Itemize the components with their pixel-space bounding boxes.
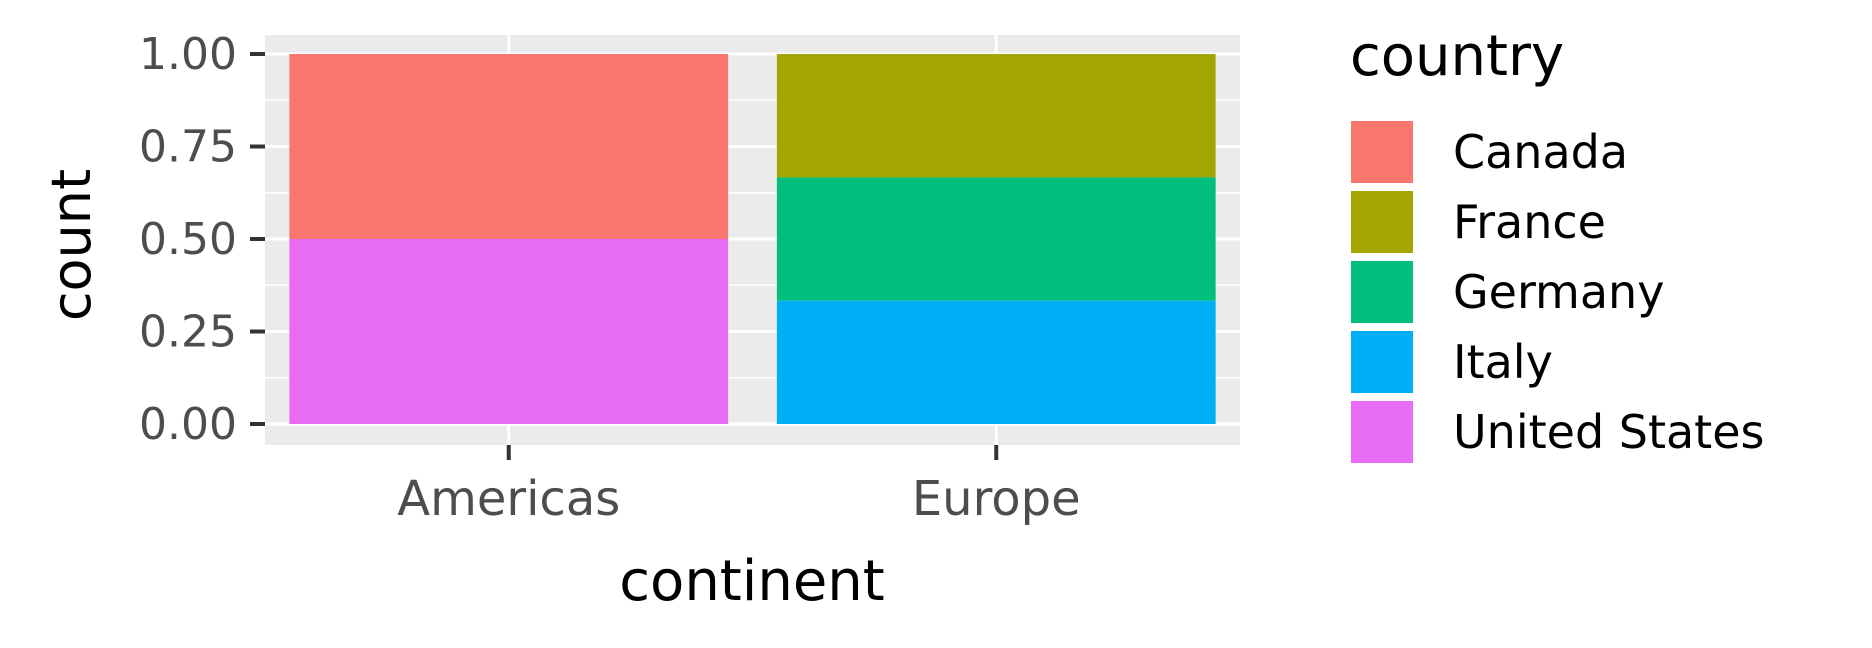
legend-label: Germany (1453, 265, 1664, 319)
legend-key (1349, 259, 1415, 325)
bar-segment-europe-germany (776, 177, 1216, 301)
y-tick-label: 1.00 (139, 29, 237, 80)
legend: country Canada France Germany Italy United S… (1349, 24, 1765, 465)
legend-label: Canada (1453, 125, 1628, 179)
bar-segment-europe-france (776, 54, 1216, 178)
legend-label: United States (1453, 405, 1765, 459)
legend-label: France (1453, 195, 1606, 249)
legend-key (1349, 189, 1415, 255)
x-axis-title: continent (619, 549, 884, 614)
legend-key (1349, 119, 1415, 185)
y-tick-label: 0.25 (139, 307, 237, 358)
y-tick-label: 0.75 (139, 122, 237, 173)
bar-segment-europe-italy (776, 300, 1216, 424)
y-axis: 0.00 0.25 0.50 0.75 1.00 (139, 29, 265, 450)
x-tick-label: Americas (397, 471, 620, 527)
y-axis-title: count (40, 169, 103, 321)
bars (289, 54, 1216, 424)
legend-title: country (1350, 24, 1564, 89)
x-tick-label: Europe (912, 471, 1081, 527)
bar-segment-americas-united-states (289, 239, 729, 424)
legend-key (1349, 399, 1415, 465)
legend-label: Italy (1453, 335, 1553, 389)
bar-segment-americas-canada (289, 54, 729, 239)
legend-key (1349, 329, 1415, 395)
y-tick-label: 0.00 (139, 399, 237, 450)
y-tick-label: 0.50 (139, 214, 237, 265)
x-axis: Americas Europe (397, 445, 1081, 527)
